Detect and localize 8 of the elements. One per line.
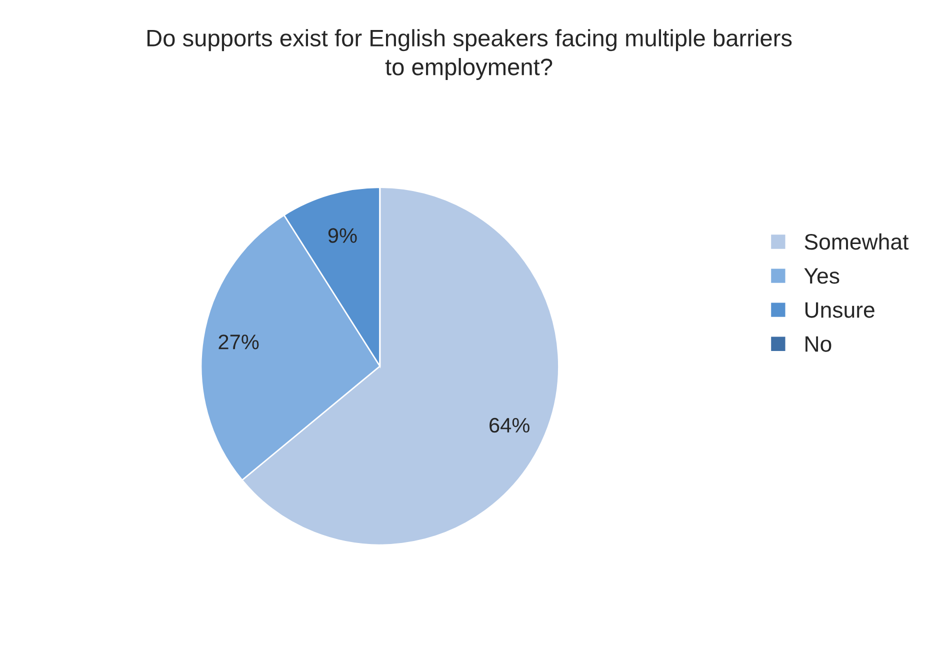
chart-title: Do supports exist for English speakers facing multiple barriers to employment? (147, 29, 792, 80)
legend-label: Unsure (805, 302, 874, 318)
legend-label: Yes (804, 268, 840, 284)
data-label: 64% (490, 418, 530, 433)
legend-label: Somewhat (804, 233, 909, 250)
data-label: 9% (328, 228, 357, 243)
legend-label: No (806, 336, 832, 352)
data-label: 27% (218, 334, 259, 350)
